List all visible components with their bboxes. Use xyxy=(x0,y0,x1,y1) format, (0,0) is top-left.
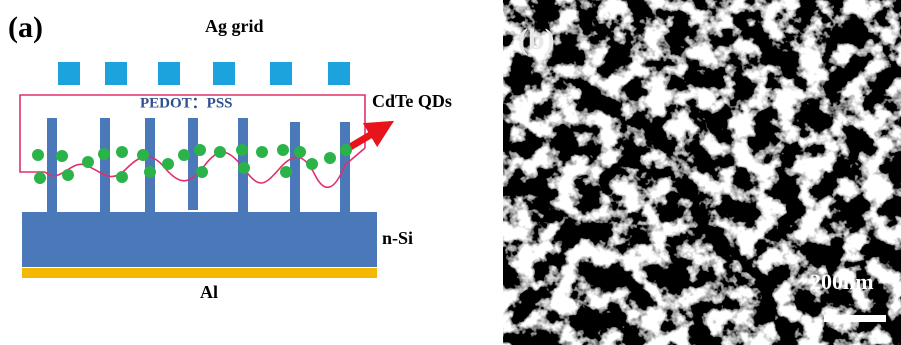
scale-bar xyxy=(824,315,886,322)
al-label: Al xyxy=(200,282,218,302)
panel-a: (a) Ag grid PEDOT：PSS CdTe QDs xyxy=(8,11,452,302)
figure: (a) Ag grid PEDOT：PSS CdTe QDs xyxy=(0,0,901,345)
ag-grid-label: Ag grid xyxy=(205,16,264,36)
panel-label: (b) xyxy=(518,23,555,56)
ag-grid xyxy=(58,62,350,85)
n-si-label: n-Si xyxy=(382,228,413,248)
scale-label: 200nm xyxy=(810,269,874,294)
panel-label: (a) xyxy=(8,11,43,44)
qds-label: CdTe QDs xyxy=(372,91,452,111)
pedot-label: PEDOT：PSS xyxy=(140,95,233,111)
al-layer xyxy=(22,268,377,278)
panel-b: (b) 200nm xyxy=(503,0,901,345)
n-si-substrate xyxy=(22,212,377,267)
